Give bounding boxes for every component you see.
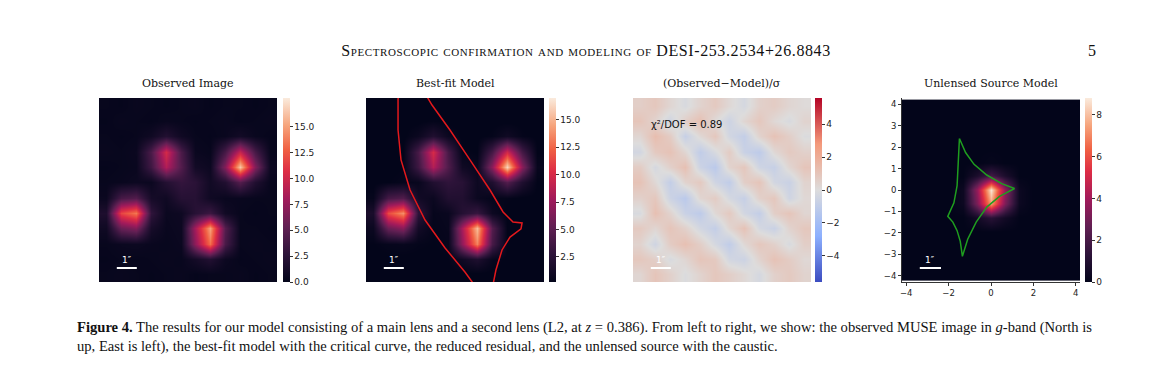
svg-text:−4: −4 (900, 288, 913, 298)
svg-text:2.5: 2.5 (294, 251, 308, 261)
svg-text:0: 0 (826, 185, 832, 195)
svg-text:7.5: 7.5 (560, 197, 574, 207)
svg-text:8: 8 (1096, 110, 1102, 120)
svg-text:0: 0 (891, 185, 896, 195)
svg-text:1″: 1″ (122, 255, 132, 265)
svg-text:4: 4 (826, 119, 832, 129)
svg-text:−3: −3 (884, 249, 897, 259)
svg-text:0: 0 (988, 288, 993, 298)
svg-text:7.5: 7.5 (294, 200, 308, 210)
svg-text:3: 3 (891, 121, 896, 131)
svg-text:−4: −4 (826, 251, 840, 261)
svg-text:0: 0 (1096, 277, 1102, 287)
svg-text:1″: 1″ (656, 255, 666, 265)
svg-text:15.0: 15.0 (294, 122, 314, 132)
svg-text:12.5: 12.5 (560, 142, 580, 152)
svg-text:2: 2 (891, 142, 896, 152)
svg-text:−4: −4 (884, 271, 897, 281)
svg-text:10.0: 10.0 (560, 170, 580, 180)
svg-text:4: 4 (1073, 288, 1078, 298)
svg-text:1: 1 (891, 164, 896, 174)
svg-text:−2: −2 (942, 288, 955, 298)
html-text:5: 5 (1088, 42, 1096, 59)
svg-text:χ²/DOF = 0.89: χ²/DOF = 0.89 (651, 119, 722, 130)
svg-text:0.0: 0.0 (294, 277, 309, 287)
svg-text:2: 2 (1096, 235, 1102, 245)
svg-text:2.5: 2.5 (560, 252, 574, 262)
svg-text:2: 2 (1031, 288, 1036, 298)
svg-text:−2: −2 (884, 228, 897, 238)
html-text:Figure 4. The results for our: Figure 4. The results for our model cons… (77, 319, 1092, 354)
svg-text:10.0: 10.0 (294, 174, 314, 184)
html-text:Spectroscopic confirmation and: Spectroscopic confirmation and modeling … (341, 42, 831, 59)
svg-text:Unlensed Source Model: Unlensed Source Model (924, 77, 1058, 90)
svg-text:1″: 1″ (389, 255, 399, 265)
svg-text:Best-fit Model: Best-fit Model (416, 77, 495, 90)
svg-text:4: 4 (1096, 194, 1102, 204)
svg-text:−2: −2 (826, 218, 839, 228)
svg-text:4: 4 (891, 99, 896, 109)
svg-text:15.0: 15.0 (560, 115, 580, 125)
svg-text:5.0: 5.0 (560, 225, 575, 235)
svg-text:(Observed−Model)/σ: (Observed−Model)/σ (663, 77, 781, 90)
svg-text:12.5: 12.5 (294, 148, 314, 158)
svg-text:6: 6 (1096, 152, 1102, 162)
svg-text:−1: −1 (884, 206, 897, 216)
svg-text:5.0: 5.0 (294, 225, 309, 235)
svg-text:Observed Image: Observed Image (142, 77, 234, 90)
svg-text:2: 2 (826, 152, 832, 162)
svg-text:1″: 1″ (925, 255, 935, 265)
